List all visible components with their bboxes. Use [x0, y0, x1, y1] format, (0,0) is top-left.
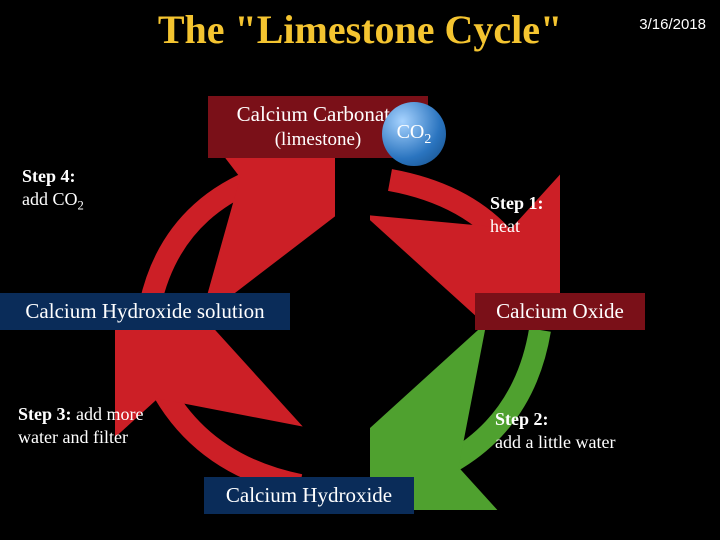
- page-title: The "Limestone Cycle": [0, 6, 720, 53]
- node-left-box: Calcium Hydroxide solution: [0, 293, 290, 330]
- step-2-label: Step 2: add a little water: [495, 408, 665, 453]
- step-1-label: Step 1: heat: [490, 192, 630, 237]
- step-3-label: Step 3: add more water and filter: [18, 403, 168, 448]
- co2-bubble-label: CO2: [397, 121, 432, 148]
- node-left-label: Calcium Hydroxide solution: [25, 299, 264, 323]
- co2-bubble: CO2: [382, 102, 446, 166]
- node-bottom-label: Calcium Hydroxide: [226, 483, 392, 507]
- node-top-line1: Calcium Carbonate: [237, 102, 400, 126]
- slide-date: 3/16/2018: [639, 16, 706, 33]
- node-right-label: Calcium Oxide: [496, 299, 624, 323]
- node-right-box: Calcium Oxide: [475, 293, 645, 330]
- node-bottom-box: Calcium Hydroxide: [204, 477, 414, 514]
- step-4-label: Step 4: add CO2: [22, 165, 162, 214]
